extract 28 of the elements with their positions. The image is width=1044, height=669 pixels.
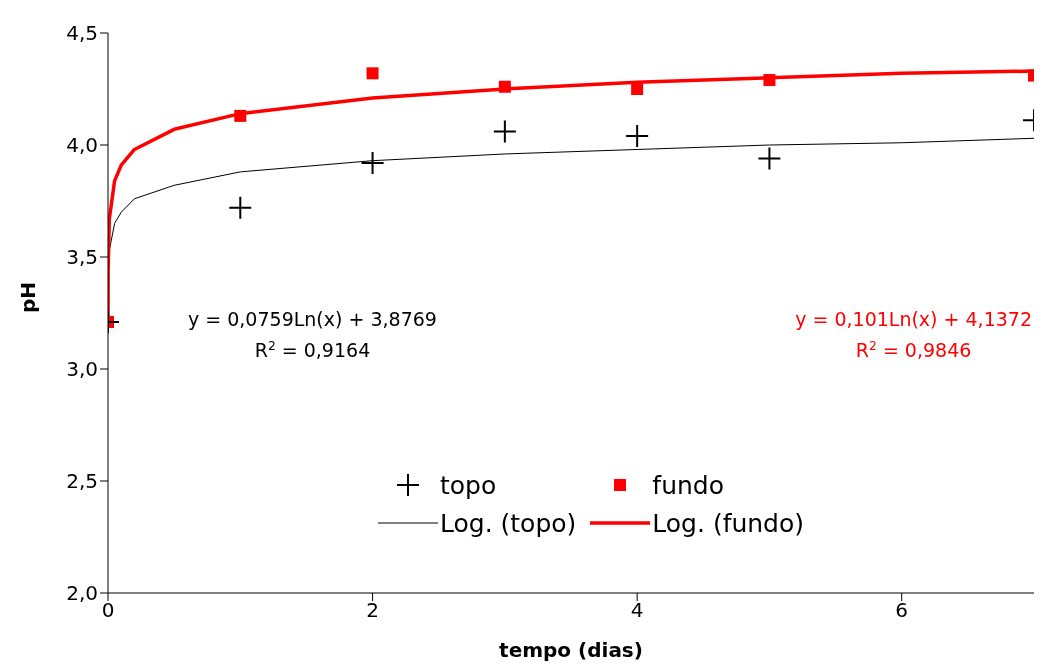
annotation: y = 0,0759Ln(x) + 3,8769 R$^{2}$ = 0,9164 (188, 307, 437, 364)
point (234, 109, 247, 122)
legend-label: Log. (topo) (440, 508, 577, 538)
x-tick-label: 2 (366, 598, 379, 623)
point (758, 147, 781, 170)
y-tick-label: 2,5 (66, 469, 98, 494)
point (631, 83, 644, 95)
y-tick-label: 3,0 (66, 357, 98, 382)
y-tick-label: 2,0 (66, 581, 98, 606)
x-tick-label: 0 (101, 598, 115, 623)
x-tick-label: 6 (895, 598, 909, 623)
legend-label: topo (440, 470, 497, 500)
x-tick-label: 4 (630, 598, 644, 623)
point (763, 74, 776, 87)
y-tick-label: 4,5 (66, 21, 98, 46)
legend-label: Log. (fundo) (652, 508, 805, 538)
point (366, 67, 379, 80)
y-tick-label: 4,0 (66, 133, 98, 158)
x-axis-title: tempo (dias) (499, 638, 643, 662)
point (361, 151, 384, 174)
y-tick-label: 3,5 (66, 245, 98, 270)
annotation: y = 0,101Ln(x) + 4,1372 R$^{2}$ = 0,9846 (795, 307, 1032, 364)
point (229, 196, 252, 219)
y-axis-title: pH (16, 281, 41, 313)
point (626, 125, 649, 148)
point (498, 80, 511, 93)
point (493, 120, 516, 143)
legend-label: fundo (652, 470, 724, 500)
